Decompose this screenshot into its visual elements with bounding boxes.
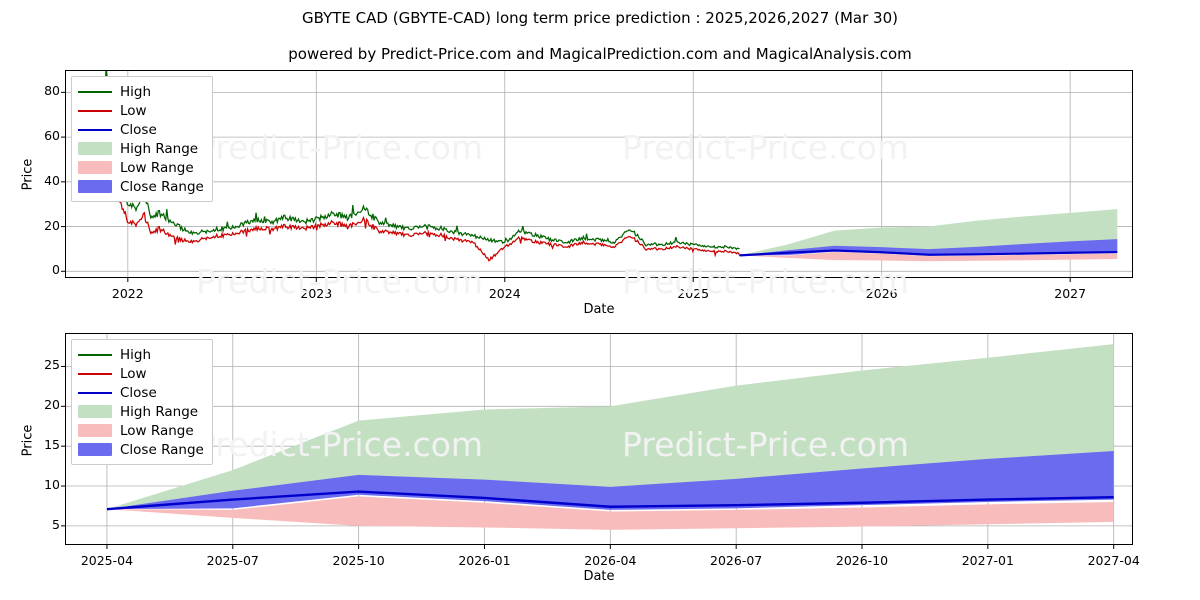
top-chart-plot [61,70,1133,282]
bottom-legend-swatch-5 [78,443,112,456]
bottom-legend-item-high-range[interactable]: High Range [78,402,204,421]
bottom-legend-item-high[interactable]: High [78,345,204,364]
top-legend-item-low[interactable]: Low [78,101,204,120]
top-legend-swatch-0 [78,86,112,97]
page-title: GBYTE CAD (GBYTE-CAD) long term price pr… [302,9,898,27]
top-x-tick-2025: 2025 [677,286,710,301]
page-subtitle: powered by Predict-Price.com and Magical… [288,45,912,63]
bottom-x-tick-2025-10: 2025-10 [332,553,385,568]
top-legend-label-1: Low [120,102,147,119]
top-legend-label-5: Close Range [120,178,204,195]
bottom-x-tick-2026-04: 2026-04 [584,553,637,568]
bottom-legend-swatch-1 [78,368,112,379]
top-y-tick-20: 20 [44,217,60,233]
top-x-tick-2022: 2022 [111,286,144,301]
bottom-legend-item-low[interactable]: Low [78,364,204,383]
top-chart-legend[interactable]: High Low Close High Range Low Range Close Ran… [71,76,213,202]
top-legend-label-0: High [120,83,152,100]
bottom-x-axis-title: Date [583,569,615,584]
bottom-x-tick-2026-07: 2026-07 [710,553,763,568]
top-legend-item-high-range[interactable]: High Range [78,139,204,158]
top-chart-panel: Predict-Price.com Predict-Price.com Pred… [21,70,1133,317]
top-legend-swatch-3 [78,142,112,155]
bottom-legend-swatch-3 [78,405,112,418]
bottom-legend-swatch-2 [78,387,112,398]
top-legend-swatch-2 [78,124,112,135]
bottom-y-tick-15: 15 [44,437,60,453]
top-x-tick-2023: 2023 [300,286,333,301]
top-x-axis-title: Date [583,302,615,317]
bottom-legend-item-low-range[interactable]: Low Range [78,421,204,440]
top-y-tick-0: 0 [52,262,60,278]
bottom-legend-label-1: Low [120,365,147,382]
top-x-tick-2027: 2027 [1054,286,1087,301]
bottom-x-tick-2026-01: 2026-01 [458,553,511,568]
bottom-legend-label-4: Low Range [120,422,194,439]
top-legend-swatch-5 [78,180,112,193]
bottom-legend-label-3: High Range [120,403,199,420]
bottom-x-tick-2027-04: 2027-04 [1087,553,1140,568]
top-legend-label-2: Close [120,121,157,138]
bottom-x-tick-2026-10: 2026-10 [835,553,889,568]
top-legend-swatch-1 [78,105,112,116]
top-legend-item-high[interactable]: High [78,82,204,101]
bottom-legend-label-2: Close [120,384,157,401]
bottom-y-tick-5: 5 [52,516,60,532]
bottom-y-tick-25: 25 [44,357,60,373]
bottom-y-tick-20: 20 [44,397,60,413]
bottom-legend-item-close-range[interactable]: Close Range [78,440,204,459]
bottom-x-tick-2027-01: 2027-01 [961,553,1014,568]
top-x-tick-2024: 2024 [488,286,521,301]
bottom-x-tick-2025-07: 2025-07 [206,553,259,568]
bottom-legend-item-close[interactable]: Close [78,383,204,402]
top-y-tick-40: 40 [44,172,60,188]
bottom-chart-plot [61,333,1133,549]
top-y-tick-80: 80 [44,83,60,99]
top-legend-swatch-4 [78,161,112,174]
top-legend-item-low-range[interactable]: Low Range [78,158,204,177]
bottom-y-tick-10: 10 [44,477,60,493]
top-legend-label-4: Low Range [120,159,194,176]
bottom-x-tick-2025-04: 2025-04 [80,553,134,568]
bottom-chart-panel: Predict-Price.com Predict-Price.com Pric… [0,320,1200,600]
top-legend-label-3: High Range [120,140,199,157]
bottom-chart-legend[interactable]: High Low Close High Range Low Range Close Ran… [71,339,213,465]
top-legend-item-close-range[interactable]: Close Range [78,177,204,196]
bottom-legend-swatch-0 [78,349,112,360]
bottom-legend-swatch-4 [78,424,112,437]
bottom-legend-label-5: Close Range [120,441,204,458]
top-y-tick-60: 60 [44,128,60,144]
top-legend-item-close[interactable]: Close [78,120,204,139]
top-x-tick-2026: 2026 [865,286,898,301]
bottom-legend-label-0: High [120,346,152,363]
